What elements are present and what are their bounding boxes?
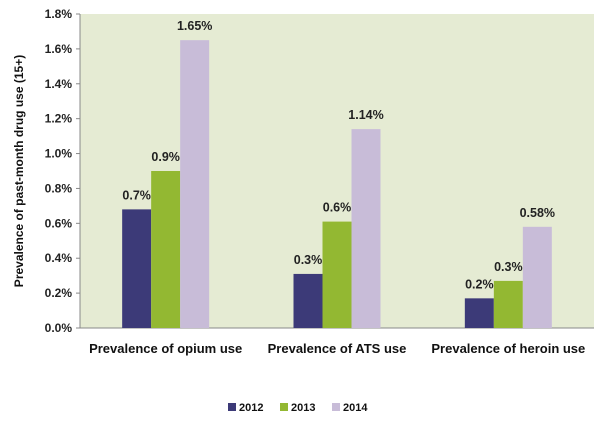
bar-2014-3 — [522, 226, 552, 328]
y-axis: 0.0% 0.2% 0.4% 0.6% 0.8% 1.0% 1.2% 1.4% 1.6% 1.8% — [45, 7, 594, 335]
data-label-2014-3: 0.58% — [520, 206, 555, 220]
y-axis-title: Prevalence of past-month drug use (15+) — [12, 55, 26, 287]
legend-label-2014: 2014 — [343, 402, 368, 414]
data-label-2012-2: 0.3% — [294, 253, 323, 267]
y-tick-label: 0.4% — [45, 251, 73, 265]
bar-2013-3 — [493, 280, 523, 328]
bar-2012-2 — [293, 273, 323, 328]
data-labels: 0.7%0.9%1.65%0.3%0.6%1.14%0.2%0.3%0.58% — [122, 19, 555, 291]
legend-label-2012: 2012 — [239, 402, 263, 414]
y-tick-label: 1.0% — [45, 147, 73, 161]
category-labels: Prevalence of opium use Prevalence of ATS… — [89, 341, 585, 356]
legend-swatch-2014 — [332, 403, 340, 411]
bar-2014-2 — [351, 129, 381, 328]
category-label: Prevalence of ATS use — [268, 341, 407, 356]
data-label-2013-1: 0.9% — [151, 150, 180, 164]
y-tick-label: 1.2% — [45, 112, 73, 126]
legend-swatch-2013 — [280, 403, 288, 411]
bar-2012-1 — [122, 209, 152, 328]
y-tick-label: 0.2% — [45, 286, 73, 300]
bar-2012-3 — [464, 298, 494, 328]
data-label-2012-3: 0.2% — [465, 277, 494, 291]
category-label: Prevalence of opium use — [89, 341, 242, 356]
bar-2013-1 — [151, 171, 181, 328]
data-label-2013-3: 0.3% — [494, 260, 523, 274]
y-tick-label: 0.8% — [45, 181, 73, 195]
data-label-2014-2: 1.14% — [348, 108, 383, 122]
y-tick-label: 1.6% — [45, 42, 73, 56]
y-tick-label: 1.4% — [45, 77, 73, 91]
data-label-2012-1: 0.7% — [122, 188, 151, 202]
legend-swatch-2012 — [228, 403, 236, 411]
y-tick-label: 0.6% — [45, 216, 73, 230]
legend-label-2013: 2013 — [291, 402, 315, 414]
bar-2014-1 — [180, 40, 210, 329]
legend: 2012 2013 2014 — [228, 402, 368, 414]
y-tick-label: 0.0% — [45, 321, 73, 335]
data-label-2013-2: 0.6% — [323, 201, 352, 215]
data-label-2014-1: 1.65% — [177, 19, 212, 33]
y-tick-label: 1.8% — [45, 7, 73, 21]
bar-2013-2 — [322, 221, 352, 328]
bars — [122, 40, 552, 329]
category-label: Prevalence of heroin use — [431, 341, 585, 356]
